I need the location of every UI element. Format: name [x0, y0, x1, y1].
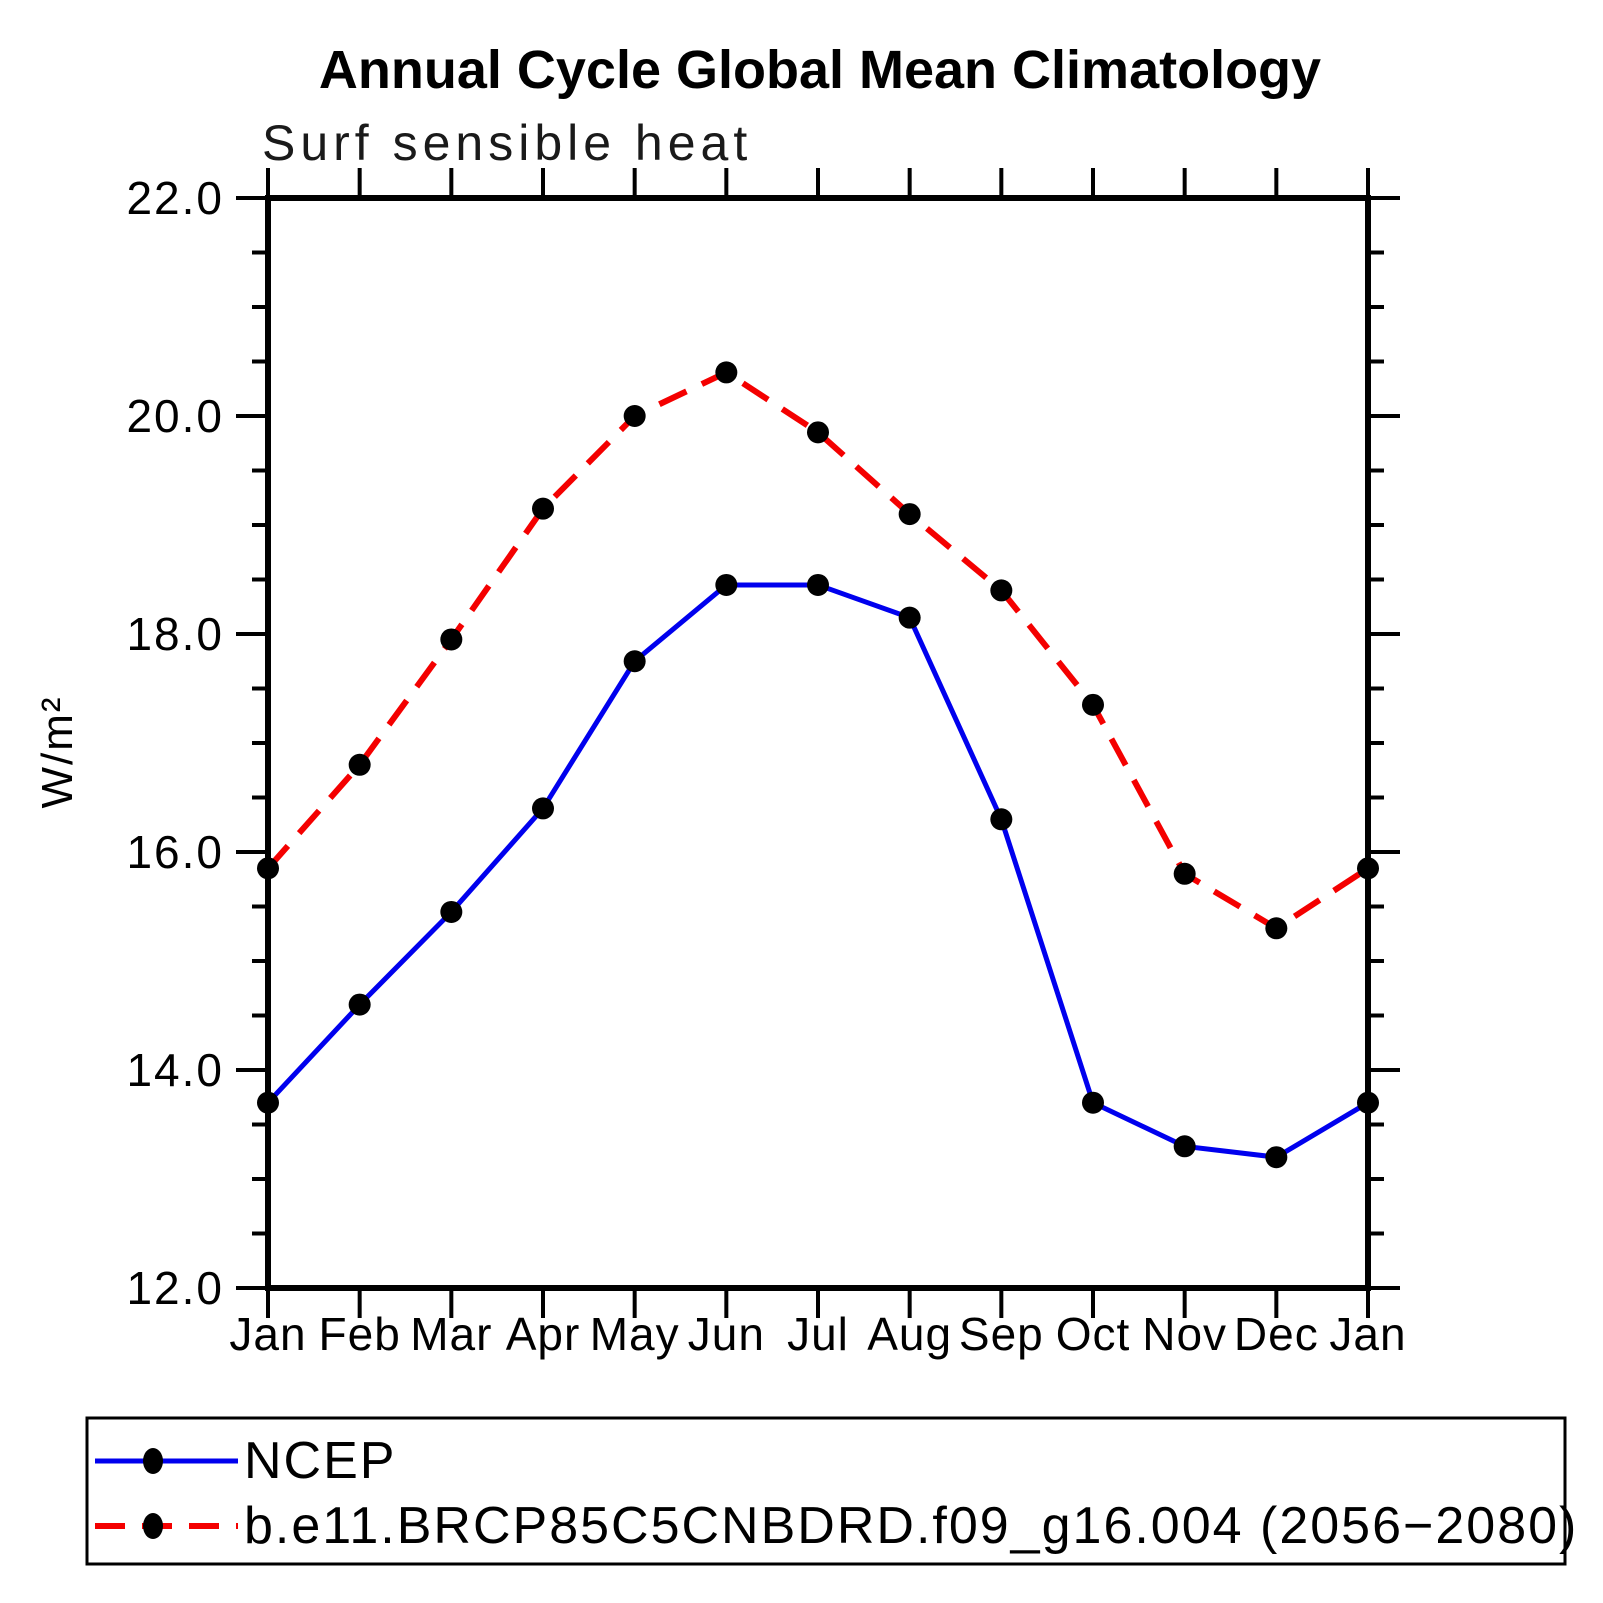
plot-frame: [265, 195, 1371, 1291]
data-point-model: [623, 405, 646, 427]
data-point-ncep: [1265, 1146, 1288, 1169]
legend-item-model: b.e11.BRCP85C5CNBDRD.f09_g16.004 (2056−2…: [95, 1497, 1578, 1555]
data-point-model: [1357, 857, 1379, 880]
x-tick-label: Jan: [229, 1308, 306, 1360]
data-point-model: [990, 579, 1013, 602]
legend-item-ncep: NCEP: [95, 1432, 396, 1490]
data-point-ncep: [1173, 1135, 1196, 1158]
data-point-model: [532, 497, 554, 520]
x-tick-label: Feb: [319, 1308, 401, 1360]
data-point-ncep: [1082, 1091, 1104, 1114]
chart-title: Annual Cycle Global Mean Climatology: [319, 40, 1321, 100]
data-point-ncep: [807, 573, 829, 596]
data-point-model: [807, 421, 829, 444]
data-point-model: [1082, 693, 1104, 716]
data-point-model: [715, 361, 738, 384]
data-point-ncep: [990, 808, 1013, 831]
legend: NCEP b.e11.BRCP85C5CNBDRD.f09_g16.004 (2…: [85, 1416, 1578, 1566]
data-point-ncep: [1357, 1091, 1379, 1114]
y-tick-label: 22.0: [126, 172, 224, 224]
data-point-ncep: [532, 797, 554, 820]
x-tick-label: Jan: [1329, 1308, 1406, 1360]
x-tick-label: Apr: [506, 1308, 581, 1360]
data-point-ncep: [257, 1091, 279, 1114]
y-tick-label: 14.0: [126, 1044, 224, 1096]
data-point-model: [257, 857, 279, 880]
data-point-model: [898, 503, 921, 526]
data-point-ncep: [623, 650, 646, 673]
series-line-model: [265, 368, 1370, 932]
data-point-ncep: [898, 606, 921, 629]
y-tick-label: 16.0: [126, 826, 224, 878]
x-tick-label: Sep: [959, 1308, 1044, 1360]
data-point-model: [1173, 862, 1196, 885]
x-tick-label: Oct: [1056, 1308, 1131, 1360]
x-tick-label: Jun: [688, 1308, 765, 1360]
x-tick-label: May: [590, 1308, 680, 1360]
x-tick-label: Mar: [410, 1308, 492, 1360]
legend-marker-ncep: [143, 1448, 163, 1474]
y-tick-label: 12.0: [126, 1262, 224, 1314]
y-tick-label: 20.0: [126, 390, 224, 442]
chart-subtitle: Surf sensible heat: [262, 115, 752, 171]
series-line-ncep: [266, 582, 1370, 1160]
legend-marker-model: [143, 1513, 163, 1539]
y-axis-title: W/m²: [33, 695, 82, 808]
x-tick-label: Aug: [867, 1308, 952, 1360]
data-point-model: [1265, 917, 1288, 940]
x-tick-label: Dec: [1234, 1308, 1319, 1360]
data-point-model: [348, 753, 371, 776]
data-point-ncep: [348, 993, 371, 1016]
legend-label-model: b.e11.BRCP85C5CNBDRD.f09_g16.004 (2056−2…: [244, 1497, 1578, 1555]
legend-box: [85, 1416, 1567, 1566]
legend-label-ncep: NCEP: [244, 1432, 396, 1490]
series-layer: [257, 361, 1379, 1169]
data-point-ncep: [715, 573, 738, 596]
x-tick-label: Jul: [787, 1308, 849, 1360]
data-point-model: [440, 628, 463, 651]
y-tick-label: 18.0: [126, 608, 224, 660]
x-tick-label: Nov: [1142, 1308, 1227, 1360]
data-point-ncep: [440, 900, 463, 923]
